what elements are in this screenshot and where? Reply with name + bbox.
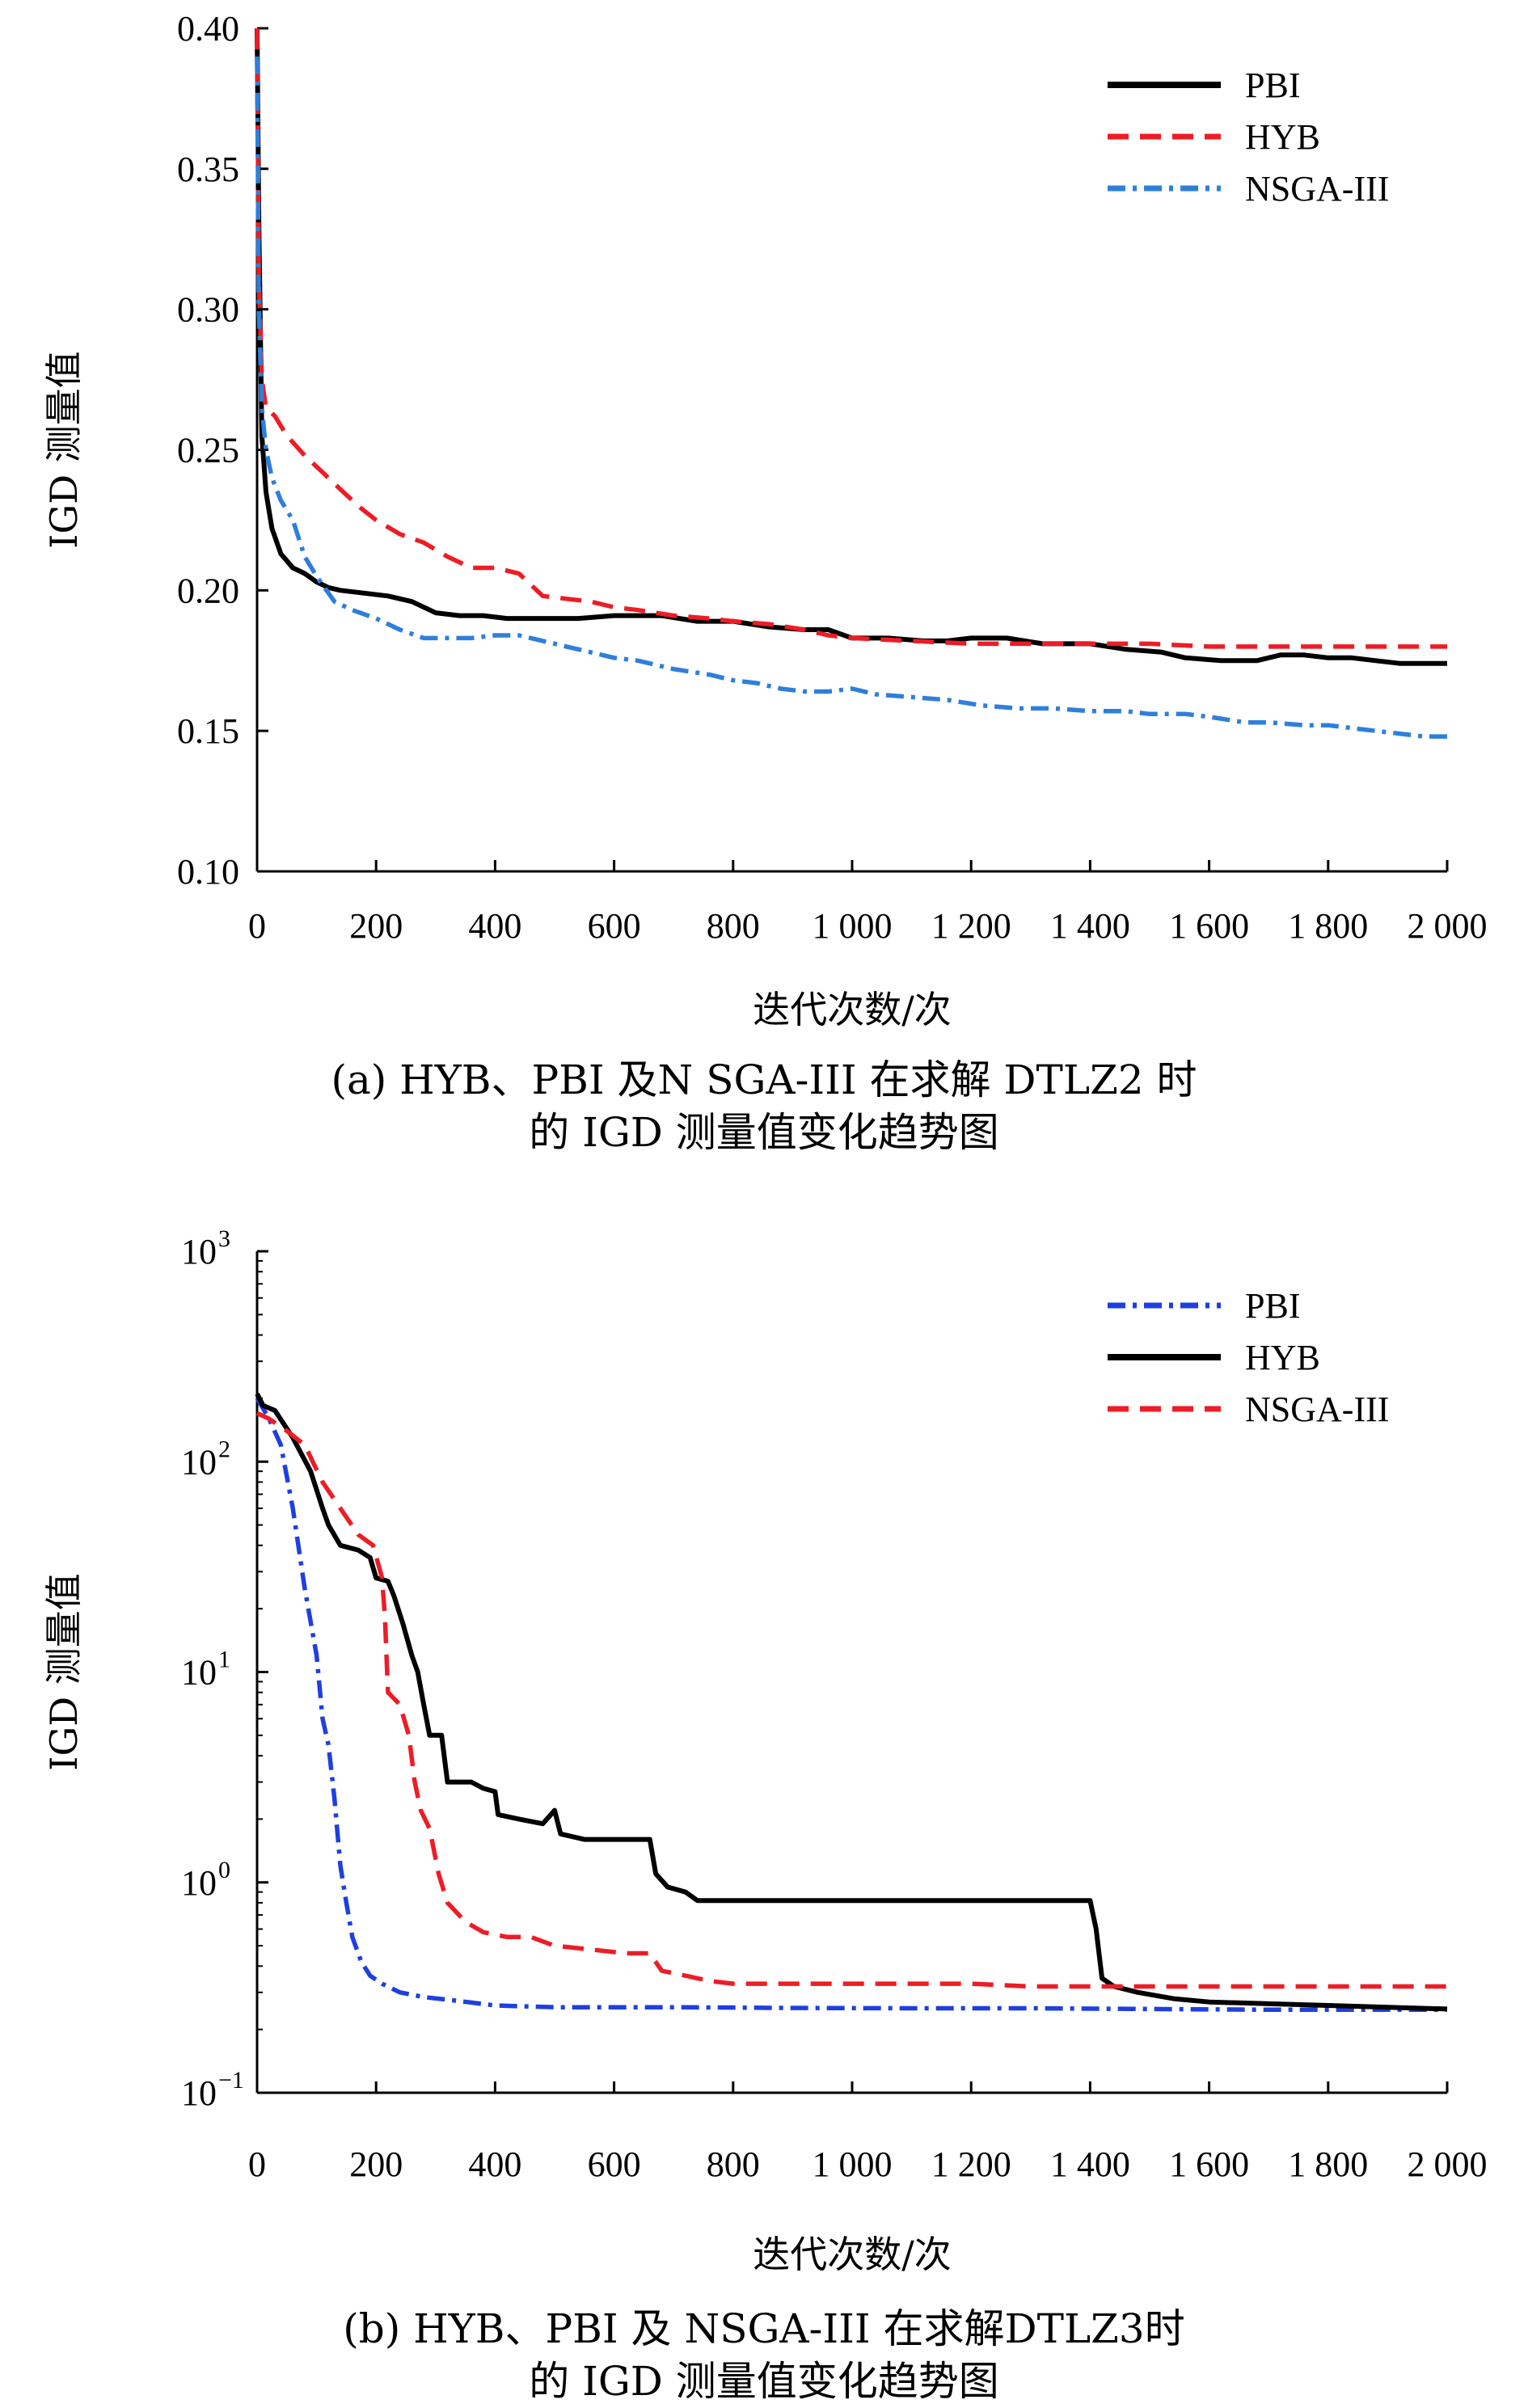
x-axis-title: 迭代次数/次 bbox=[753, 2233, 952, 2276]
y-tick-label: 10 bbox=[181, 1442, 217, 1482]
y-tick-label: 0.15 bbox=[177, 711, 239, 751]
y-tick-label: 10 bbox=[181, 1863, 217, 1903]
caption-a-line1: (a) HYB、PBI 及N SGA-III 在求解 DTLZ2 时 bbox=[331, 1056, 1197, 1103]
x-tick-label: 2 000 bbox=[1408, 2144, 1488, 2184]
chart-b: 0 200 400 600 800 1 000 1 200 1 400 1 600 1 800 2 … bbox=[42, 1225, 1488, 2276]
x-axis-title: 迭代次数/次 bbox=[753, 988, 952, 1031]
legend-label: HYB bbox=[1245, 1338, 1320, 1377]
x-tick-label: 1 000 bbox=[813, 906, 893, 946]
y-tick-label: 0.25 bbox=[177, 431, 239, 470]
series-line-nsga-iii bbox=[255, 1411, 1447, 1989]
y-tick-label: 0.40 bbox=[177, 9, 239, 48]
y-tick-exponent: 3 bbox=[218, 1225, 230, 1252]
y-tick-exponent: 0 bbox=[218, 1857, 230, 1883]
caption-b-line2: 的 IGD 测量值变化趋势图 bbox=[529, 2358, 999, 2405]
x-tick-label: 0 bbox=[248, 906, 266, 946]
y-tick-exponent: 2 bbox=[218, 1436, 230, 1462]
x-tick-label: 400 bbox=[468, 906, 521, 946]
legend-label: PBI bbox=[1245, 65, 1300, 105]
legend-label: NSGA-III bbox=[1245, 169, 1389, 209]
x-tick-label: 200 bbox=[349, 2144, 403, 2184]
series-line-hyb bbox=[255, 1393, 1448, 2012]
y-tick-label: 0.10 bbox=[177, 852, 239, 892]
legend-label: NSGA-III bbox=[1245, 1390, 1389, 1429]
caption-a-line2: 的 IGD 测量值变化趋势图 bbox=[529, 1109, 999, 1156]
y-tick-label: 0.35 bbox=[177, 150, 239, 189]
y-tick-exponent: −1 bbox=[218, 2067, 244, 2094]
series-line-nsga-iii bbox=[255, 56, 1447, 739]
y-tick-label: 0.20 bbox=[177, 571, 239, 610]
y-tick-label: 10 bbox=[181, 2073, 217, 2113]
x-tick-label: 800 bbox=[707, 906, 760, 946]
x-tick-label: 200 bbox=[349, 906, 403, 946]
x-tick-label: 1 800 bbox=[1288, 2144, 1368, 2184]
x-tick-label: 800 bbox=[707, 2144, 760, 2184]
x-tick-label: 1 400 bbox=[1050, 906, 1130, 946]
legend-label: PBI bbox=[1245, 1286, 1300, 1326]
x-tick-label: 1 400 bbox=[1050, 2144, 1130, 2184]
x-tick-label: 1 600 bbox=[1169, 906, 1249, 946]
chart-a: 0 200 400 600 800 1 000 1 200 1 400 1 600 1 800 2 … bbox=[42, 9, 1488, 1031]
series-line-pbi bbox=[255, 1397, 1447, 2013]
x-tick-label: 1 200 bbox=[931, 906, 1011, 946]
x-tick-label: 1 600 bbox=[1169, 2144, 1249, 2184]
x-tick-label: 2 000 bbox=[1408, 906, 1488, 946]
legend-label: HYB bbox=[1245, 117, 1320, 157]
x-tick-label: 0 bbox=[248, 2144, 266, 2184]
caption-b-line1: (b) HYB、PBI 及 NSGA-III 在求解DTLZ3时 bbox=[343, 2305, 1185, 2352]
x-tick-label: 1 000 bbox=[813, 2144, 893, 2184]
x-tick-label: 1 800 bbox=[1288, 906, 1368, 946]
x-tick-label: 400 bbox=[468, 2144, 521, 2184]
y-tick-exponent: 1 bbox=[218, 1647, 230, 1673]
x-tick-label: 600 bbox=[588, 906, 641, 946]
x-tick-label: 600 bbox=[588, 2144, 641, 2184]
x-tick-label: 1 200 bbox=[931, 2144, 1011, 2184]
y-tick-label: 10 bbox=[181, 1653, 217, 1693]
y-tick-label: 10 bbox=[181, 1232, 217, 1271]
y-axis-title: IGD 测量值 bbox=[42, 351, 86, 548]
y-axis-title: IGD 测量值 bbox=[42, 1573, 86, 1770]
y-tick-label: 0.30 bbox=[177, 290, 239, 330]
